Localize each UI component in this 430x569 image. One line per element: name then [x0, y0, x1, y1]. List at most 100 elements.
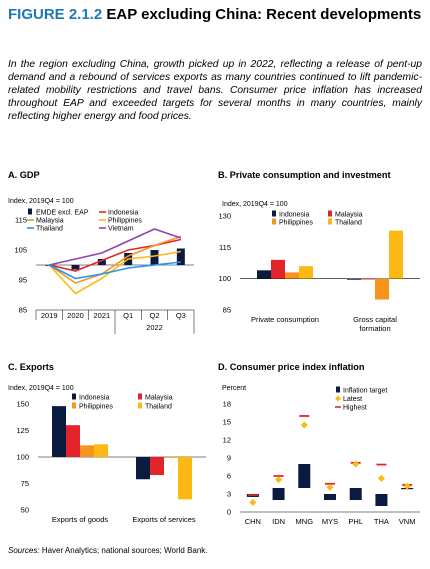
- latest-marker: [275, 476, 283, 484]
- y-axis-label: Percent: [222, 385, 246, 392]
- bar-malaysia: [150, 457, 164, 476]
- legend-key: [72, 393, 76, 400]
- latest-marker: [352, 460, 360, 468]
- bar-indonesia: [52, 406, 66, 457]
- legend-key: [272, 218, 276, 225]
- x-tick-label: CHN: [245, 517, 261, 526]
- x-tick-label: Q3: [176, 311, 186, 320]
- legend-label: Malaysia: [145, 395, 173, 402]
- category-label: formation: [359, 324, 390, 333]
- y-tick-label: 95: [19, 276, 27, 285]
- y-tick-label: 100: [218, 274, 231, 283]
- x-tick-label: IDN: [272, 517, 285, 526]
- bar-thailand: [178, 457, 192, 500]
- y-tick-label: 15: [223, 418, 231, 427]
- legend-label: Philippines: [79, 404, 113, 411]
- legend-label: Malaysia: [335, 212, 363, 219]
- y-tick-label: 115: [219, 243, 231, 252]
- y-tick-label: 75: [21, 479, 29, 488]
- panel-a-title: A. GDP: [8, 170, 40, 180]
- legend-label: Philippines: [108, 218, 142, 225]
- legend-label: Highest: [343, 405, 367, 412]
- y-tick-label: 130: [218, 212, 231, 221]
- legend-label: EMDE excl. EAP: [36, 210, 89, 217]
- x-group-label: 2022: [146, 323, 163, 332]
- x-tick-label: Q1: [123, 311, 133, 320]
- inflation-target-bar: [349, 488, 362, 500]
- bar-philippines: [164, 457, 178, 458]
- legend-label: Indonesia: [279, 212, 309, 219]
- bar-thailand: [94, 444, 108, 457]
- legend-key: [336, 386, 340, 393]
- exports-chart: Index, 2019Q4 = 100 50 75 100 125 150 Exports …: [8, 385, 206, 524]
- legend-label: Latest: [343, 396, 362, 403]
- y-tick-label: 125: [16, 426, 29, 435]
- legend-key: [138, 402, 142, 409]
- bar-thailand: [299, 266, 313, 279]
- cpi-inflation-chart: Percent 0 3 6 9 12 15 18 CHN IDN MNG MYS PHL THA VNM In…: [222, 385, 420, 526]
- y-tick-label: 85: [19, 306, 27, 315]
- x-tick-label: Q2: [149, 311, 159, 320]
- x-tick-label: 2021: [93, 311, 110, 320]
- category-label: Exports of goods: [52, 515, 109, 524]
- gdp-bar: [176, 248, 185, 265]
- inflation-target-bar: [272, 488, 285, 500]
- x-tick-label: 2020: [67, 311, 84, 320]
- bar-malaysia: [361, 278, 375, 280]
- legend-key: [72, 402, 76, 409]
- y-tick-label: 105: [14, 246, 27, 255]
- legend-key: [272, 210, 276, 217]
- x-tick-label: 2019: [41, 311, 58, 320]
- legend-key: [28, 208, 32, 215]
- bar-indonesia: [136, 457, 150, 480]
- legend-key: [138, 393, 142, 400]
- gdp-line-philippines: [48, 250, 181, 295]
- inflation-target-bar: [298, 464, 311, 488]
- category-label: Private consumption: [251, 315, 319, 324]
- sources-note: Sources: Haver Analytics; national sourc…: [8, 546, 208, 555]
- x-tick-label: PHL: [348, 517, 363, 526]
- gdp-line-thailand: [48, 261, 181, 280]
- inflation-target-bar: [324, 494, 336, 500]
- latest-marker: [300, 421, 308, 429]
- legend-label: Indonesia: [108, 210, 138, 217]
- category-label: Gross capital: [353, 315, 397, 324]
- gdp-chart: Index, 2019Q4 = 100 85 95 105 115 2019 2020 202…: [8, 198, 195, 334]
- gdp-bar: [71, 265, 80, 270]
- latest-marker: [326, 483, 334, 491]
- figure-number: FIGURE 2.1.2: [8, 6, 103, 23]
- gdp-bar: [150, 250, 159, 265]
- y-tick-label: 150: [16, 400, 29, 409]
- consumption-investment-chart: Index, 2019Q4 = 100 85 100 115 130 Private co…: [218, 201, 420, 333]
- latest-marker: [377, 474, 385, 482]
- legend-label: Inflation target: [343, 388, 387, 395]
- bar-thailand: [389, 230, 403, 279]
- legend-label: Indonesia: [79, 395, 109, 402]
- y-tick-label: 115: [15, 216, 27, 225]
- bar-philippines: [80, 445, 94, 457]
- y-tick-label: 50: [21, 506, 29, 515]
- legend-label: Vietnam: [108, 226, 134, 233]
- y-tick-label: 12: [223, 436, 231, 445]
- sources-text: Haver Analytics; national sources; World…: [41, 546, 208, 555]
- x-tick-label: MYS: [322, 517, 338, 526]
- y-tick-label: 100: [16, 453, 29, 462]
- category-label: Exports of services: [132, 515, 196, 524]
- bar-malaysia: [271, 259, 285, 279]
- bar-malaysia: [66, 425, 80, 457]
- legend-label: Thailand: [335, 220, 362, 227]
- bar-philippines: [375, 278, 389, 300]
- y-tick-label: 18: [223, 400, 231, 409]
- panel-d-title: D. Consumer price index inflation: [218, 362, 365, 372]
- bar-indonesia: [347, 278, 361, 280]
- gdp-line-vietnam: [48, 228, 182, 266]
- y-axis-label: Index, 2019Q4 = 100: [8, 385, 74, 392]
- y-tick-label: 3: [227, 490, 231, 499]
- legend-key: [335, 395, 341, 402]
- y-tick-label: 85: [223, 306, 231, 315]
- sources-label: Sources:: [8, 546, 40, 555]
- legend-label: Malaysia: [36, 218, 64, 225]
- latest-marker: [403, 482, 411, 490]
- y-axis-label: Index, 2019Q4 = 100: [222, 201, 288, 208]
- bar-indonesia: [257, 270, 271, 279]
